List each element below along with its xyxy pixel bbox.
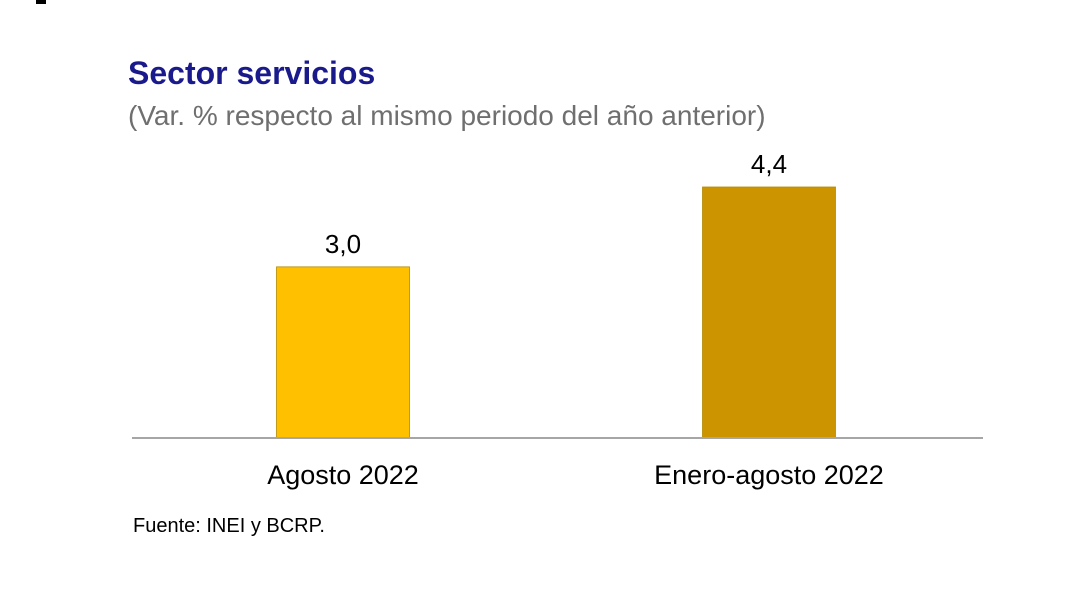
- category-label-0: Agosto 2022: [267, 460, 419, 490]
- category-label-1: Enero-agosto 2022: [654, 460, 884, 490]
- chart-subtitle: (Var. % respecto al mismo periodo del añ…: [128, 100, 766, 131]
- bars-layer: [276, 186, 836, 439]
- data-label-1: 4,4: [751, 149, 787, 179]
- labels-layer: 3,0 Agosto 2022 4,4 Enero-agosto 2022: [267, 149, 884, 490]
- corner-mark: [36, 0, 46, 4]
- chart-title: Sector servicios: [128, 55, 376, 91]
- bar-1: [702, 186, 836, 439]
- source-note: Fuente: INEI y BCRP.: [133, 515, 325, 537]
- bar-0: [276, 266, 410, 439]
- data-label-0: 3,0: [325, 229, 361, 259]
